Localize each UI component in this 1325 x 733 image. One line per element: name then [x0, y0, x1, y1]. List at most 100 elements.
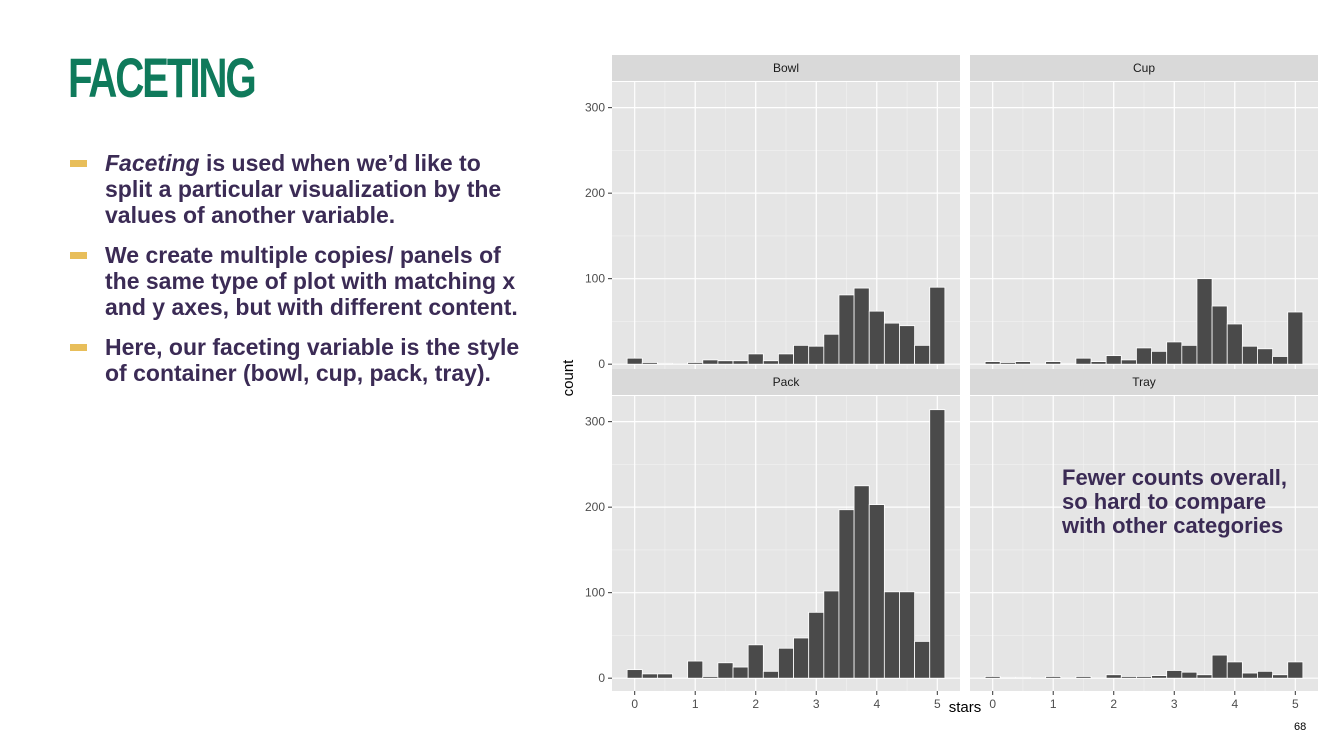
- x-tick-label: 5: [934, 697, 941, 711]
- histogram-bar: [656, 362, 673, 365]
- histogram-bar: [1151, 350, 1168, 365]
- histogram-bar: [778, 353, 794, 365]
- x-tick-label: 0: [989, 697, 996, 711]
- histogram-bar: [1136, 676, 1152, 679]
- histogram-bar: [1287, 661, 1304, 679]
- histogram-bar: [1151, 675, 1168, 679]
- bullet-text: is used when we’d like to split a partic…: [105, 150, 502, 228]
- histogram-bar: [823, 590, 840, 679]
- histogram-bar: [1211, 305, 1228, 365]
- x-tick-label: 4: [1231, 697, 1238, 711]
- histogram-bar: [1166, 670, 1183, 679]
- y-tick-label: 0: [598, 357, 605, 371]
- page-number: 68: [1294, 721, 1307, 733]
- histogram-bar: [808, 611, 825, 679]
- histogram-bar: [1211, 654, 1228, 679]
- y-axis-title: count: [560, 359, 577, 397]
- facet-strip: [970, 369, 1318, 395]
- y-tick-label: 100: [585, 272, 605, 286]
- histogram-bar: [999, 362, 1016, 365]
- histogram-bar: [883, 591, 900, 679]
- histogram-bar: [1257, 670, 1274, 679]
- histogram-bar: [732, 666, 749, 679]
- histogram-bar: [778, 647, 794, 679]
- histogram-bar: [1120, 676, 1137, 679]
- chart-annotation: Fewer counts overall, so hard to compare…: [1062, 465, 1287, 538]
- histogram-bar: [1196, 674, 1213, 679]
- slide-title: FACETING: [68, 46, 257, 109]
- facet-label: Tray: [1132, 375, 1156, 389]
- x-tick-label: 1: [1050, 697, 1057, 711]
- histogram-bar: [868, 310, 885, 365]
- histogram-bar: [838, 509, 855, 679]
- histogram-bar: [984, 676, 1001, 679]
- histogram-bar: [717, 662, 734, 679]
- histogram-bar: [899, 325, 916, 365]
- y-tick-label: 200: [585, 500, 605, 514]
- bullet-item: Faceting is used when we’d like to split…: [70, 150, 530, 228]
- histogram-bar: [899, 591, 916, 679]
- x-tick-label: 0: [631, 697, 638, 711]
- histogram-bar: [762, 670, 779, 679]
- histogram-bar: [1241, 345, 1258, 365]
- histogram-bar: [1136, 347, 1152, 365]
- histogram-bar: [1014, 676, 1031, 679]
- y-tick-label: 0: [598, 671, 605, 685]
- histogram-bar: [1272, 674, 1289, 679]
- histogram-bar: [793, 344, 810, 365]
- histogram-bar: [747, 353, 764, 365]
- histogram-bar: [1014, 361, 1031, 365]
- histogram-bar: [793, 637, 810, 679]
- histogram-bar: [914, 344, 931, 365]
- histogram-bar: [1090, 361, 1107, 365]
- histogram-bar: [1226, 661, 1243, 679]
- histogram-bar: [984, 361, 1001, 365]
- histogram-bar: [1045, 676, 1062, 679]
- histogram-bar: [1105, 674, 1122, 679]
- histogram-bar: [1166, 341, 1183, 365]
- histogram-bar: [1272, 356, 1289, 365]
- histogram-bar: [1257, 348, 1274, 365]
- bullet-item: Here, our faceting variable is the style…: [70, 334, 530, 386]
- histogram-bar: [1075, 676, 1092, 679]
- histogram-bar: [999, 676, 1016, 679]
- x-axis-title: stars: [949, 699, 982, 716]
- x-tick-label: 2: [752, 697, 759, 711]
- histogram-bar: [838, 294, 855, 365]
- facet-strip: [612, 55, 960, 81]
- x-tick-label: 5: [1292, 697, 1299, 711]
- facet-label: Cup: [1133, 61, 1155, 75]
- histogram-bar: [823, 333, 840, 365]
- bullet-text: Here, our faceting variable is the style…: [105, 334, 520, 386]
- histogram-bar: [1075, 357, 1092, 365]
- histogram-bar: [1120, 359, 1137, 365]
- histogram-bar: [929, 409, 946, 679]
- histogram-bar: [1226, 323, 1243, 365]
- histogram-bar: [808, 345, 825, 365]
- y-tick-label: 200: [585, 186, 605, 200]
- histogram-bar: [868, 504, 885, 679]
- facet-strip: [612, 369, 960, 395]
- histogram-bar: [914, 641, 931, 679]
- bullet-marker: [70, 160, 87, 167]
- facet-strip: [970, 55, 1318, 81]
- histogram-bar: [732, 360, 749, 365]
- x-tick-label: 3: [813, 697, 820, 711]
- x-tick-label: 2: [1110, 697, 1117, 711]
- histogram-bar: [747, 644, 764, 679]
- histogram-bar: [1287, 311, 1304, 365]
- histogram-bar: [883, 322, 900, 365]
- histogram-bar: [1241, 672, 1258, 679]
- y-tick-label: 300: [585, 101, 605, 115]
- histogram-bar: [702, 359, 719, 365]
- histogram-bar: [687, 660, 704, 679]
- histogram-bar: [702, 676, 719, 679]
- bullet-marker: [70, 252, 87, 259]
- bullet-marker: [70, 344, 87, 351]
- histogram-bar: [929, 286, 946, 365]
- histogram-bar: [1060, 362, 1077, 365]
- histogram-bar: [1196, 278, 1213, 365]
- histogram-bar: [1181, 671, 1198, 679]
- histogram-bar: [762, 360, 779, 365]
- histogram-bar: [687, 362, 704, 365]
